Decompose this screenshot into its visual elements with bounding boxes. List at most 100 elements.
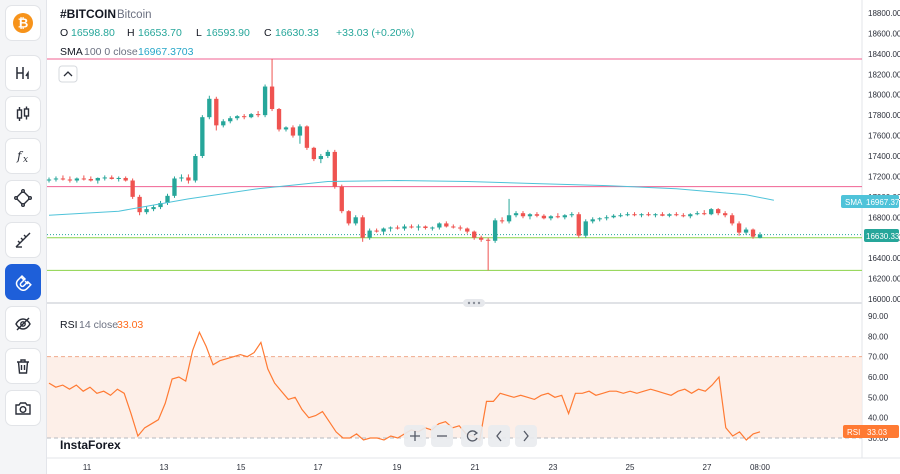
time-tick-label: 19	[393, 463, 402, 472]
time-tick-label: 13	[160, 463, 169, 472]
time-tick-label: 23	[549, 463, 558, 472]
candle-body	[625, 214, 630, 216]
price-badge-value: 16630.33	[866, 232, 900, 241]
candle-body	[402, 226, 407, 229]
rsi-legend-name[interactable]: RSI	[60, 319, 78, 331]
rsi-tick-label: 80.00	[868, 332, 889, 341]
candle-body	[548, 216, 554, 219]
price-tick-label: 17800.00	[868, 111, 900, 120]
trash-icon[interactable]	[5, 348, 41, 384]
candle-body	[388, 227, 393, 229]
time-tick-label: 17	[314, 463, 323, 472]
magnet-tool-icon[interactable]	[5, 222, 41, 258]
candle-body	[639, 214, 644, 216]
candle-body	[332, 151, 337, 187]
candle-body	[590, 219, 595, 222]
zoom-out-button[interactable]	[431, 425, 453, 447]
sma-line	[48, 179, 774, 216]
candle-body	[451, 226, 456, 228]
candle-body	[102, 177, 107, 179]
candle-body	[221, 121, 226, 126]
rsi-background-band	[47, 356, 862, 438]
price-tick-label: 16000.00	[868, 295, 900, 304]
time-tick-label: 25	[626, 463, 635, 472]
rsi-tick-label: 60.00	[868, 373, 889, 382]
bitcoin-logo-icon[interactable]: ₿	[5, 5, 41, 41]
candle-body	[200, 117, 205, 156]
price-tick-label: 16200.00	[868, 275, 900, 284]
candle-body	[653, 214, 658, 216]
screenshot-icon[interactable]	[5, 390, 41, 426]
candle-body	[360, 217, 365, 238]
price-tick-label: 18200.00	[868, 70, 900, 79]
candle-body	[228, 118, 233, 122]
candle-body	[632, 214, 637, 216]
candle-body	[95, 177, 100, 181]
candle-body	[172, 178, 177, 196]
drawing-tool-icon[interactable]	[5, 180, 41, 216]
candle-body	[235, 116, 240, 119]
candle-body	[179, 177, 184, 179]
text-tool-icon[interactable]	[5, 55, 41, 91]
candle-body	[416, 226, 421, 228]
candle-body	[492, 220, 498, 241]
candle-body	[716, 209, 721, 214]
candle-body	[437, 223, 442, 228]
candle-body	[144, 209, 149, 213]
hide-drawings-icon[interactable]	[5, 306, 41, 342]
candle-body	[325, 151, 330, 156]
rsi-tick-label: 70.00	[868, 353, 889, 362]
scroll-right-button[interactable]	[515, 425, 537, 447]
candle-body	[151, 207, 156, 210]
rsi-legend-value: 33.03	[117, 319, 143, 331]
sma-legend-params: 100 0 close	[84, 46, 138, 58]
candle-body	[374, 230, 379, 232]
candle-body	[660, 214, 665, 216]
price-tick-label: 17200.00	[868, 172, 900, 181]
sma-badge-value: 16967.37	[866, 198, 900, 207]
time-tick-label: 27	[703, 463, 712, 472]
candle-body	[479, 237, 484, 240]
price-tick-label: 18000.00	[868, 91, 900, 100]
ohlc-l-value: 16593.90	[206, 27, 250, 39]
sma-legend-name[interactable]: SMA	[60, 46, 83, 58]
candle-body	[346, 211, 351, 224]
candle-body	[750, 229, 756, 237]
candle-body	[729, 215, 735, 224]
candle-body	[541, 215, 547, 219]
ohlc-c-value: 16630.33	[275, 27, 319, 39]
candle-type-icon[interactable]	[5, 96, 41, 132]
time-axis[interactable]: 11 13 15 17 19 21 23 25 27 08:00	[83, 463, 771, 472]
collapse-legend-button[interactable]	[58, 65, 78, 83]
chevron-left-icon	[496, 430, 502, 442]
candle-body	[709, 209, 714, 215]
candle-body	[702, 213, 707, 215]
price-tick-label: 17600.00	[868, 132, 900, 141]
scroll-left-button[interactable]	[488, 425, 510, 447]
horizontal-levels	[47, 58, 862, 271]
zoom-in-button[interactable]	[404, 425, 426, 447]
time-tick-label: 11	[83, 463, 92, 472]
candle-body	[472, 231, 477, 238]
sma-badge-label: SMA	[845, 198, 863, 207]
candle-body	[688, 214, 693, 217]
candle-body	[611, 215, 616, 218]
candle-body	[262, 86, 268, 116]
svg-text:₿: ₿	[18, 17, 29, 32]
ruler-tool-icon[interactable]	[5, 264, 41, 300]
time-tick-label: 15	[237, 463, 246, 472]
candle-body	[255, 114, 261, 116]
price-axis[interactable]: 18800.00 18600.00 18400.00 18200.00 18000.00…	[868, 9, 900, 304]
ohlc-o-value: 16598.80	[71, 27, 115, 39]
ohlc-c-label: C	[264, 27, 272, 39]
rsi-axis[interactable]: 90.00 80.00 70.00 60.00 50.00 40.00 30.00	[868, 312, 889, 443]
time-tick-label: 08:00	[750, 463, 771, 472]
candle-body	[53, 178, 59, 180]
candle-body	[423, 226, 428, 229]
sma-badge: SMA 16967.37	[841, 195, 900, 208]
candle-body	[116, 177, 121, 179]
reset-view-button[interactable]	[461, 425, 483, 447]
